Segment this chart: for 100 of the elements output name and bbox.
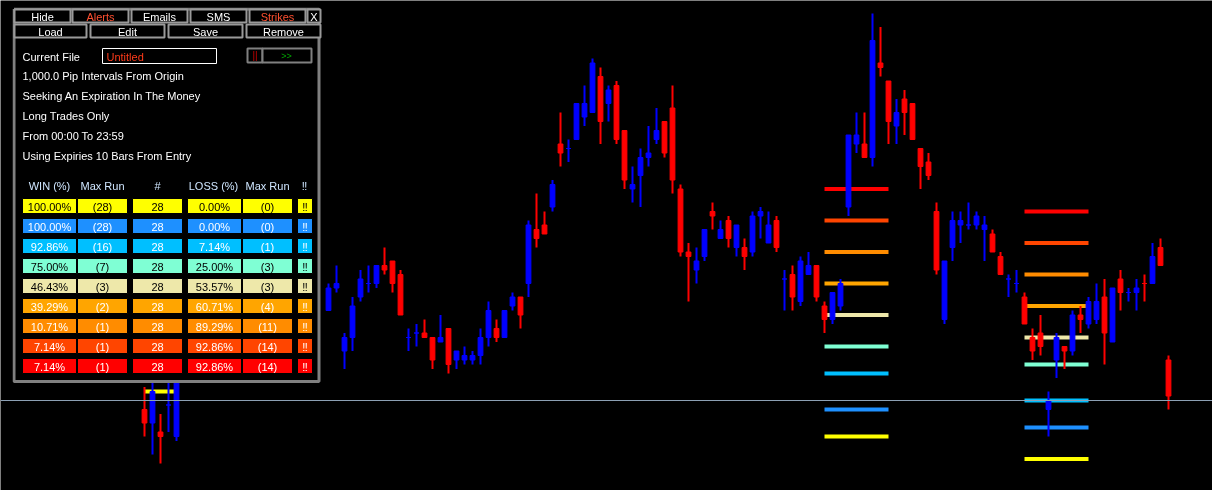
candlestick (733, 224, 740, 258)
candlestick (141, 386, 148, 438)
text: Alerts (86, 10, 116, 23)
annotation: Strikes (260, 10, 295, 23)
annotation: (0) (260, 200, 275, 213)
candlestick (557, 111, 564, 168)
candlestick (693, 246, 700, 285)
candlestick (877, 26, 884, 78)
text: Long Trades Only (22, 109, 110, 122)
annotation: (3) (260, 260, 275, 273)
candlestick (781, 269, 788, 312)
candlestick (437, 314, 444, 343)
annotation: 28 (151, 220, 164, 233)
candlestick (549, 179, 556, 213)
annotation: 28 (151, 200, 164, 213)
annotation: (1) (260, 240, 275, 253)
annotation: 0.00% (198, 220, 231, 233)
annotation: 0.00% (198, 200, 231, 213)
annotation: (11) (258, 320, 277, 333)
annotation: LOSS (%) (188, 179, 239, 192)
candlestick (325, 282, 332, 312)
candlestick (333, 264, 340, 294)
candlestick (821, 300, 828, 334)
candlestick (157, 413, 164, 465)
text: 39.29% (30, 300, 69, 313)
candlestick (1061, 345, 1068, 370)
text: (28) (92, 200, 113, 213)
candlestick (357, 269, 364, 303)
annotation: ‼ (302, 220, 308, 233)
candlestick (1045, 390, 1052, 438)
candlestick (1117, 269, 1124, 312)
annotation: ‼ (302, 320, 308, 333)
candlestick (709, 201, 716, 231)
candlestick (981, 215, 988, 262)
candlestick (861, 111, 868, 159)
candlestick (1005, 273, 1012, 298)
candlestick (373, 264, 380, 289)
candlestick (997, 251, 1004, 276)
candlestick (629, 165, 636, 204)
annotation: Save (192, 25, 219, 38)
candlestick (789, 264, 796, 312)
candlestick (165, 381, 172, 433)
annotation: ‼ (302, 200, 308, 213)
text: (2) (95, 300, 110, 313)
text: 7.14% (33, 340, 66, 353)
annotation: 28 (151, 240, 164, 253)
candlestick (413, 323, 420, 348)
text: Hide (31, 10, 54, 23)
text: Edit (118, 25, 137, 38)
candlestick (605, 84, 612, 123)
annotation: ‼ (302, 240, 308, 253)
candlestick (653, 107, 660, 145)
annotation: # (154, 179, 162, 192)
annotation: >> (281, 50, 292, 61)
text: (3) (95, 280, 110, 293)
candlestick (685, 242, 692, 303)
candlestick (725, 215, 732, 249)
candlestick (493, 318, 500, 343)
candlestick (1133, 278, 1140, 312)
text: (1) (95, 340, 110, 353)
annotation: (4) (260, 300, 275, 313)
annotation: 1,000.0 Pip Intervals From Origin (22, 69, 184, 82)
text: 92.86% (30, 240, 69, 253)
annotation: X (310, 10, 319, 23)
annotation: (14) (257, 340, 278, 353)
candlestick (989, 228, 996, 253)
annotation: 7.14% (198, 240, 231, 253)
annotation: ‼ (302, 280, 308, 293)
annotation: Untitled (106, 50, 144, 63)
candlestick (893, 98, 900, 145)
annotation: || (252, 50, 258, 61)
annotation: Emails (143, 10, 177, 23)
text: From 00:00 To 23:59 (22, 129, 124, 142)
text: (1) (95, 360, 110, 373)
annotation: ‼ (301, 179, 308, 192)
annotation: ‼ (302, 260, 308, 273)
text: (1) (95, 320, 110, 333)
annotation: (14) (257, 360, 278, 373)
annotation: Seeking An Expiration In The Money (22, 89, 201, 102)
candlestick (1053, 332, 1060, 379)
candlestick (757, 206, 764, 240)
annotation: 28 (151, 280, 164, 293)
annotation: 28 (151, 260, 164, 273)
annotation: 53.57% (195, 280, 234, 293)
annotation: SMS (206, 10, 231, 23)
text: 10.71% (30, 320, 69, 333)
text: 100.00% (27, 200, 72, 213)
text: WIN (%) (28, 179, 71, 192)
annotation: ‼ (302, 360, 308, 373)
annotation: 28 (151, 300, 164, 313)
candlestick (765, 210, 772, 244)
candlestick (965, 201, 972, 231)
annotation: 92.86% (195, 360, 234, 373)
annotation: Using Expiries 10 Bars From Entry (22, 149, 192, 162)
annotation: Max Run (245, 179, 290, 192)
annotation: ‼ (302, 340, 308, 353)
annotation: 89.29% (195, 320, 234, 333)
annotation: 92.86% (195, 340, 234, 353)
text: (7) (95, 260, 110, 273)
annotation: Remove (263, 25, 304, 38)
